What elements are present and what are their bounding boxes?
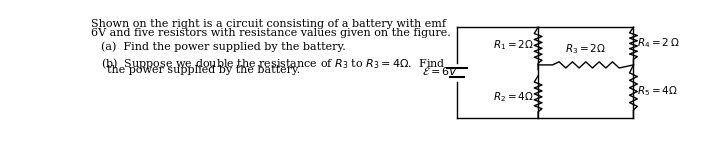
Text: $R_4{=}2\,\Omega$: $R_4{=}2\,\Omega$: [637, 36, 680, 50]
Text: 6V and five resistors with resistance values given on the figure.: 6V and five resistors with resistance va…: [91, 28, 451, 38]
Text: (b)  Suppose we double the resistance of $R_3$ to $R_3 = 4\Omega$.  Find: (b) Suppose we double the resistance of …: [101, 56, 446, 71]
Text: $\mathcal{E}=6V$: $\mathcal{E}=6V$: [422, 65, 459, 77]
Text: $R_5 = 4\Omega$: $R_5 = 4\Omega$: [637, 85, 679, 98]
Text: Shown on the right is a circuit consisting of a battery with emf: Shown on the right is a circuit consisti…: [91, 19, 446, 29]
Text: $R_3{=}2\Omega$: $R_3{=}2\Omega$: [565, 43, 606, 56]
Text: $R_1{=}2\Omega$: $R_1{=}2\Omega$: [493, 38, 533, 52]
Text: the power supplied by the battery.: the power supplied by the battery.: [107, 65, 301, 75]
Text: (a)  Find the power supplied by the battery.: (a) Find the power supplied by the batte…: [101, 41, 346, 52]
Text: $R_2{=}4\Omega$: $R_2{=}4\Omega$: [493, 90, 533, 104]
